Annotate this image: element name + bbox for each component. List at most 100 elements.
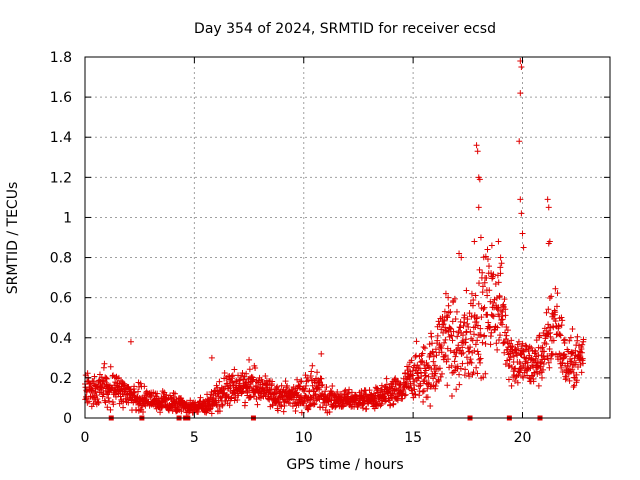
data-point [509, 343, 516, 350]
data-point [470, 296, 477, 303]
data-point [117, 377, 124, 384]
data-point [519, 340, 526, 347]
data-point [464, 316, 471, 323]
data-point [85, 398, 92, 405]
data-point [232, 378, 239, 385]
data-point [487, 333, 494, 340]
data-point [435, 377, 442, 384]
data-point [547, 355, 554, 362]
data-point [100, 364, 107, 371]
data-point [441, 308, 448, 315]
data-point [434, 332, 441, 339]
x-tick-label: 5 [190, 430, 199, 446]
data-point [303, 378, 310, 385]
data-point [421, 345, 428, 352]
data-point [378, 386, 385, 393]
data-point [107, 363, 114, 370]
data-point [420, 387, 427, 394]
data-point [469, 371, 476, 378]
data-point [294, 391, 301, 398]
data-point [474, 322, 481, 329]
data-point [255, 377, 262, 384]
data-point [421, 377, 428, 384]
data-point [425, 362, 432, 369]
data-point [519, 230, 526, 237]
data-point [318, 382, 325, 389]
data-point [242, 399, 249, 406]
data-point [441, 317, 448, 324]
data-point [560, 337, 567, 344]
data-point [346, 386, 353, 393]
data-point [425, 379, 432, 386]
data-point [277, 401, 284, 408]
y-axis-label: SRMTID / TECUs [5, 182, 21, 295]
data-point [243, 370, 250, 377]
data-point [439, 370, 445, 377]
data-point [84, 370, 91, 377]
data-point [318, 350, 325, 357]
data-point [495, 337, 502, 344]
data-point [457, 318, 464, 325]
data-point [377, 402, 384, 409]
data-point [461, 319, 468, 326]
data-points [82, 58, 587, 417]
data-point [206, 406, 213, 413]
data-point [503, 324, 510, 331]
data-point [394, 397, 401, 404]
data-point [559, 359, 566, 366]
data-point [432, 370, 439, 377]
data-point [465, 323, 472, 330]
data-point [450, 328, 457, 335]
data-point [474, 348, 481, 355]
data-point [476, 356, 483, 363]
data-point [402, 391, 409, 398]
data-point [504, 327, 511, 334]
data-point [409, 367, 416, 374]
data-point [513, 349, 520, 356]
data-point [552, 285, 559, 292]
data-point [483, 274, 490, 281]
data-point [416, 392, 423, 399]
data-point [419, 358, 426, 365]
data-point [569, 325, 576, 332]
data-point [401, 392, 408, 399]
data-point [234, 396, 241, 403]
data-point [566, 337, 573, 344]
data-point [545, 306, 552, 313]
data-point [436, 365, 443, 372]
data-point [543, 309, 550, 316]
data-point [472, 292, 479, 299]
data-point [201, 399, 208, 406]
data-point [167, 392, 174, 399]
data-point [303, 382, 310, 389]
data-point [433, 352, 440, 359]
data-point [131, 383, 138, 390]
data-point [247, 394, 254, 401]
data-point [378, 401, 385, 408]
x-tick-label: 20 [514, 430, 532, 446]
data-point [578, 346, 585, 353]
y-tick-label: 1.8 [50, 50, 72, 66]
data-point [238, 372, 245, 379]
data-point [393, 386, 400, 393]
data-point [473, 142, 480, 149]
y-tick-label: 0.8 [50, 251, 72, 267]
y-tick-label: 1 [63, 210, 72, 226]
data-point [471, 347, 478, 354]
data-point [540, 361, 547, 368]
data-point [314, 369, 321, 376]
data-point [316, 378, 323, 385]
data-point [531, 347, 538, 354]
data-point [451, 295, 458, 302]
data-point [442, 336, 449, 343]
data-point [436, 341, 443, 348]
data-point [479, 269, 486, 276]
data-point [475, 204, 482, 211]
data-point [290, 396, 297, 403]
data-point [254, 401, 261, 408]
data-point [468, 313, 475, 320]
data-point [559, 317, 566, 324]
data-point [428, 333, 435, 340]
data-point [477, 325, 484, 332]
